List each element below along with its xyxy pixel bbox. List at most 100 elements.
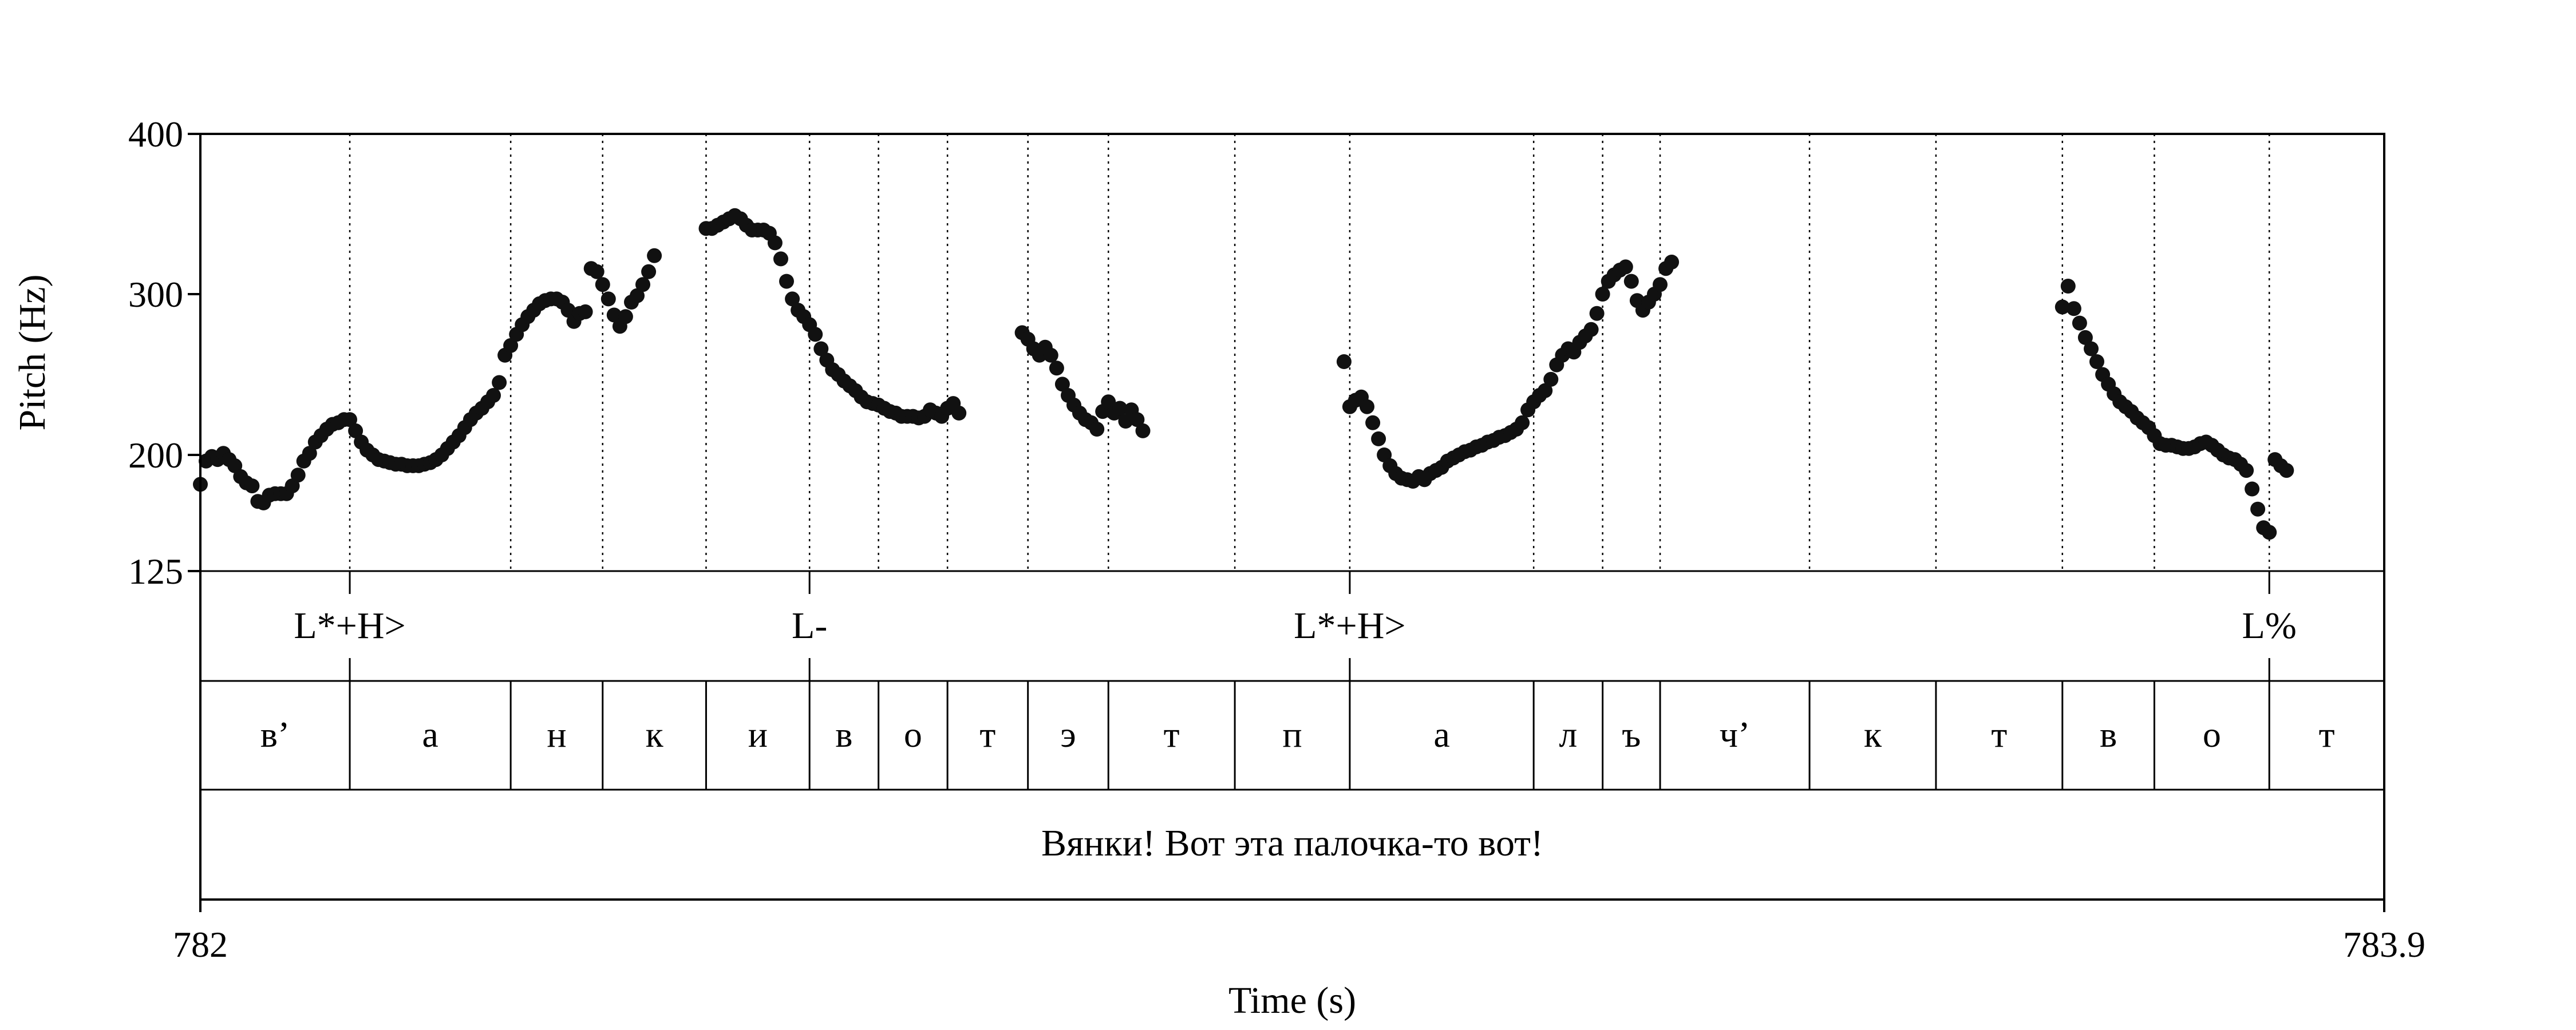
- pitch-point: [1653, 277, 1668, 292]
- pitch-point: [2055, 299, 2070, 315]
- annotation-tiers: L*+H> L- L*+H> L% в’ а н к и в о т э т п а л ъ ч’ к т в о т Вянк…: [260, 571, 2335, 864]
- pitch-point: [1515, 415, 1530, 430]
- pitch-point: [2239, 463, 2254, 478]
- segment-label: п: [1282, 714, 1302, 755]
- segment-label: к: [646, 714, 664, 755]
- pitch-point: [2066, 301, 2081, 316]
- tone-label: L*+H>: [294, 605, 405, 647]
- y-tick-label: 400: [128, 114, 183, 154]
- pitch-point: [1623, 274, 1639, 289]
- pitch-point: [773, 251, 788, 267]
- segment-label: л: [1559, 714, 1577, 755]
- segment-label: н: [547, 714, 566, 755]
- pitch-point: [779, 274, 794, 289]
- segment-label: в: [835, 714, 852, 755]
- segment-label: в’: [260, 714, 290, 755]
- pitch-point: [589, 264, 605, 279]
- pitch-point: [600, 291, 616, 307]
- pitch-point: [606, 307, 622, 323]
- segment-label: т: [979, 714, 995, 755]
- pitch-point: [1101, 394, 1116, 410]
- pitch-point: [2250, 501, 2266, 517]
- pitch-point: [1595, 287, 1610, 302]
- segment-label: ч’: [1720, 714, 1751, 755]
- pitch-point: [1049, 360, 1064, 376]
- pitch-point: [2262, 525, 2277, 540]
- y-axis-label: Pitch (Hz): [11, 274, 53, 430]
- pitch-point: [1112, 401, 1128, 416]
- pitch-point: [1371, 431, 1386, 446]
- pitch-point: [1129, 412, 1145, 427]
- pitch-point: [578, 304, 593, 319]
- segment-label: о: [904, 714, 922, 755]
- segment-label: в: [2100, 714, 2117, 755]
- pitch-point: [1589, 306, 1605, 321]
- pitch-point: [951, 405, 967, 421]
- pitch-point: [1618, 259, 1633, 275]
- pitch-point: [767, 235, 783, 251]
- x-tick-label: 782: [173, 924, 228, 965]
- pitch-point: [641, 264, 657, 279]
- pitch-point: [1538, 383, 1553, 398]
- pitch-point: [2077, 330, 2093, 345]
- axes: 400 300 200 125 782 783.9: [128, 114, 2425, 965]
- pitch-point: [618, 309, 633, 324]
- pitch-point: [1054, 377, 1070, 392]
- segment-label: и: [748, 714, 768, 755]
- utterance-text: Вянки! Вот эта палочка-то вот!: [1041, 822, 1543, 864]
- pitch-point: [290, 468, 306, 483]
- pitch-point: [2072, 315, 2087, 331]
- pitch-point: [1118, 414, 1133, 429]
- pitch-point: [560, 303, 576, 318]
- pitch-point: [808, 327, 823, 342]
- segment-label: т: [1164, 714, 1180, 755]
- pitch-point: [1336, 354, 1352, 369]
- segment-label: т: [1991, 714, 2007, 755]
- segment-label: а: [422, 714, 438, 755]
- segment-label: о: [2203, 714, 2221, 755]
- pitch-point: [503, 338, 519, 353]
- pitch-point: [2060, 279, 2076, 294]
- segment-label: т: [2319, 714, 2335, 755]
- pitch-point: [1089, 422, 1105, 437]
- segment-label: э: [1060, 714, 1076, 755]
- pitch-point: [1543, 371, 1559, 387]
- tone-label: L%: [2242, 605, 2297, 647]
- y-tick-label: 300: [128, 274, 183, 315]
- pitch-point: [2089, 354, 2104, 369]
- pitch-plot-area: [193, 134, 2294, 571]
- pitch-point: [1365, 415, 1381, 430]
- pitch-point: [348, 423, 364, 438]
- pitch-point: [635, 277, 650, 292]
- tone-label: L*+H>: [1294, 605, 1405, 647]
- pitch-point: [630, 288, 645, 303]
- x-tick-label: 783.9: [2343, 924, 2425, 965]
- pitch-point: [1043, 347, 1058, 363]
- pitch-point: [813, 341, 829, 356]
- pitch-point: [492, 375, 507, 390]
- pitch-point: [595, 277, 610, 292]
- segment-label: ъ: [1622, 714, 1641, 755]
- tone-label: L-: [792, 605, 827, 647]
- pitch-point: [647, 248, 662, 263]
- pitch-point: [486, 388, 501, 403]
- pitch-point: [1583, 322, 1599, 337]
- x-axis-label: Time (s): [1228, 980, 1356, 1021]
- pitch-point: [244, 478, 260, 494]
- segment-label: а: [1433, 714, 1449, 755]
- pitch-point: [342, 412, 357, 427]
- y-tick-label: 125: [128, 551, 183, 592]
- pitch-point: [2279, 463, 2294, 478]
- pitch-point: [302, 446, 317, 461]
- pitch-point: [2084, 341, 2099, 356]
- segment-label: к: [1864, 714, 1882, 755]
- y-tick-label: 200: [128, 435, 183, 476]
- pitch-point: [785, 291, 800, 307]
- pitch-point: [1664, 255, 1680, 270]
- pitch-point: [227, 458, 243, 473]
- pitch-point: [1135, 423, 1151, 438]
- figure-frame: [199, 133, 2385, 901]
- pitch-point: [2245, 481, 2260, 497]
- pitch-point: [1360, 399, 1374, 414]
